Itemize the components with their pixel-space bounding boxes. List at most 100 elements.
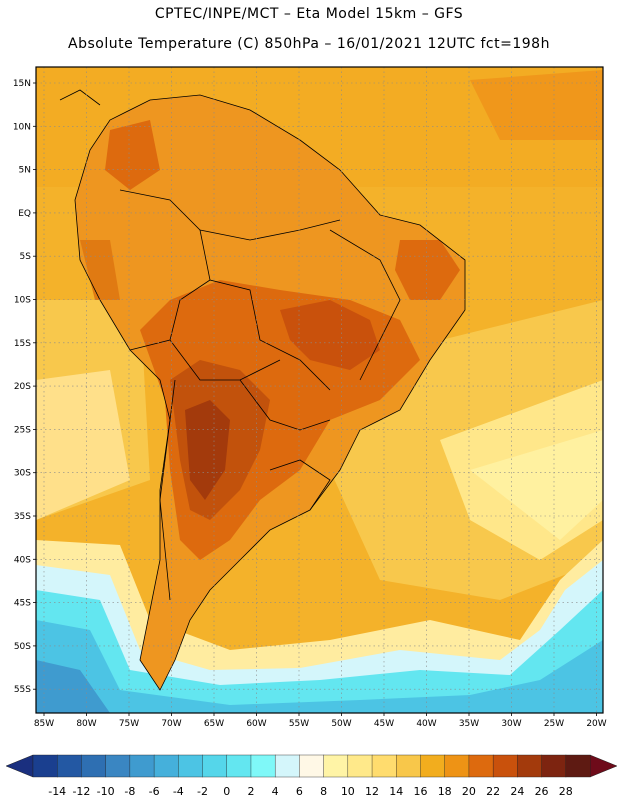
colorbar-swatch [153, 754, 179, 778]
colorbar-swatch [105, 754, 131, 778]
land-hot-northeast [395, 240, 460, 300]
field-pacific-cool [36, 370, 130, 520]
lon-label: 30W [501, 719, 521, 729]
colorbar-swatch [202, 754, 228, 778]
lat-label: 30S [14, 469, 31, 479]
lat-label: 20S [14, 382, 31, 392]
colorbar-label: -10 [97, 785, 115, 798]
colorbar-label: 6 [296, 785, 303, 798]
lat-label: 50S [14, 642, 31, 652]
colorbar-label: 14 [389, 785, 403, 798]
lon-label: 55W [289, 719, 309, 729]
border-north [119, 189, 341, 241]
lat-label: 45S [14, 599, 31, 609]
border-uruguay [269, 459, 331, 511]
colorbar [5, 754, 618, 778]
colorbar-swatch [226, 754, 252, 778]
field-coldest [36, 660, 110, 713]
land-hottest-region [185, 400, 230, 500]
field-cold-cyan [36, 590, 603, 713]
colorbar-swatch [32, 754, 58, 778]
lat-label: 5S [20, 252, 32, 262]
border-paraguay [239, 379, 331, 431]
colorbar-swatch [81, 754, 107, 778]
colorbar-label: 22 [486, 785, 500, 798]
lon-label: 60W [246, 719, 266, 729]
central-america [59, 89, 101, 106]
colorbar-swatch [323, 754, 349, 778]
lat-label: 15S [14, 339, 31, 349]
colorbar-label: -2 [197, 785, 208, 798]
colorbar-label: 8 [320, 785, 327, 798]
colorbar-swatch [541, 754, 567, 778]
colorbar-label: 4 [272, 785, 279, 798]
colorbar-swatch [178, 754, 204, 778]
lon-label: 80W [76, 719, 96, 729]
map-title: CPTEC/INPE/MCT – Eta Model 15km – GFS [154, 6, 464, 22]
lon-label: 50W [331, 719, 351, 729]
lat-label: 35S [14, 512, 31, 522]
lat-label: 25S [14, 425, 31, 435]
colorbar-label: 16 [413, 785, 427, 798]
colorbar-swatch [517, 754, 543, 778]
land-hot-north [105, 120, 160, 190]
colorbar-swatch [57, 754, 82, 778]
lon-label: 40W [416, 719, 436, 729]
border-bolivia [169, 339, 281, 381]
colorbar-swatch [492, 754, 518, 778]
country-borders [59, 89, 466, 691]
lat-label: 5N [19, 166, 31, 176]
lon-label: 20W [586, 719, 606, 729]
lon-label: 85W [34, 719, 54, 729]
lat-label: 10N [13, 122, 31, 132]
colorbar-label: 0 [223, 785, 230, 798]
lon-label: 65W [204, 719, 224, 729]
colorbar-swatch [299, 754, 325, 778]
temperature-field [36, 67, 603, 713]
colorbar-swatch [129, 754, 155, 778]
lat-label: 15N [13, 79, 31, 89]
latitude-labels: 15N 10N 5N EQ 5S 10S 15S 20S 25S 30S 35S 40S 45S 50S 5… [13, 79, 36, 695]
colorbar-label: 2 [247, 785, 254, 798]
colorbar-label: -14 [48, 785, 66, 798]
colorbar-label: 10 [341, 785, 355, 798]
colorbar-label: 28 [559, 785, 573, 798]
colorbar-swatch [347, 754, 373, 778]
colorbar-label: 26 [535, 785, 549, 798]
field-atlantic-warm [470, 70, 603, 140]
colorbar-swatch [371, 754, 397, 778]
lon-label: 75W [119, 719, 139, 729]
map-frame [35, 66, 604, 714]
colorbar-label: -12 [72, 785, 90, 798]
colorbar-label: -4 [173, 785, 184, 798]
colorbar-swatch [250, 754, 276, 778]
lon-label: 35W [459, 719, 479, 729]
border-peru [129, 279, 211, 351]
colorbar-label: 24 [510, 785, 524, 798]
lat-label: 40S [14, 555, 31, 565]
colorbar-label: -6 [149, 785, 160, 798]
lon-label: 45W [374, 719, 394, 729]
colorbar-label: 20 [462, 785, 476, 798]
colorbar-label: 12 [365, 785, 379, 798]
colorbar-label: -8 [124, 785, 135, 798]
longitude-labels: 85W 80W 75W 70W 65W 60W 55W 50W 45W 40W 35W 30W 25W 2… [34, 713, 607, 729]
lon-label: 70W [161, 719, 181, 729]
colorbar-low-arrow [5, 754, 34, 778]
colorbar-label: 18 [438, 785, 452, 798]
lat-label: 55S [14, 685, 31, 695]
colorbar-swatch [444, 754, 470, 778]
lat-label: 10S [14, 296, 31, 306]
field-south-atlantic-cooler [470, 430, 603, 540]
colorbar-swatch [396, 754, 421, 778]
colorbar-high-arrow [589, 754, 618, 778]
colorbar-labels: -14 -12 -10 -8 -6 -4 -2 0 2 4 6 8 10 12 14 16 18 20 22 24 26… [48, 785, 573, 798]
border-chile-argentina [159, 379, 176, 601]
lat-label: EQ [18, 209, 31, 219]
map-subtitle: Absolute Temperature (C) 850hPa – 16/01/… [68, 36, 550, 52]
colorbar-swatch [468, 754, 494, 778]
colorbar-swatch [565, 754, 591, 778]
border-brazil-west [199, 229, 331, 391]
border-brazil-states [329, 229, 401, 381]
